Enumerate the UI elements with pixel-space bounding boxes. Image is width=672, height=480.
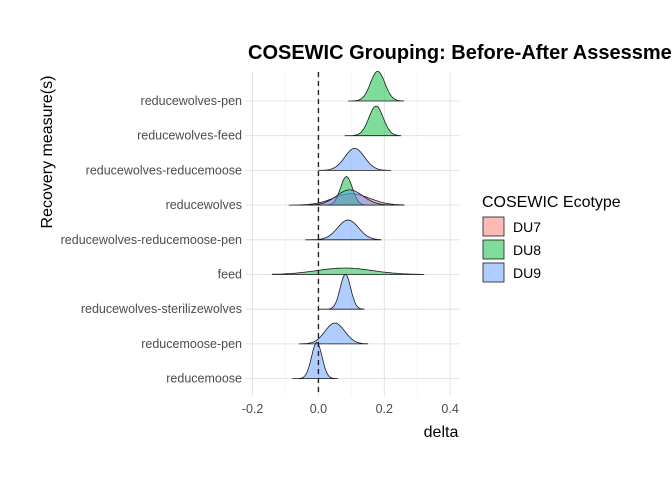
x-tick-label: 0.4 [441,402,458,416]
legend-label-du7: DU7 [513,219,541,235]
density-reducemoose-pen-du9 [298,322,369,345]
density-feed-du8 [271,267,425,275]
legend: COSEWIC Ecotype DU7 DU8 DU9 [482,194,621,283]
x-tick-label: 0.2 [376,402,393,416]
y-tick-label: reducemoose-pen [141,337,242,351]
legend-title: COSEWIC Ecotype [482,194,621,211]
density-reducewolves-reducemoose-pen-du9 [305,219,382,241]
y-tick-label: reducewolves-reducemoose-pen [61,233,242,247]
y-tick-labels: reducewolves-pen reducewolves-feed reducew… [61,94,242,386]
x-tick-label: 0.0 [310,402,327,416]
legend-key-du7 [482,216,505,237]
y-tick-label: reducewolves-feed [137,129,242,143]
density-reducewolves-pen-du8 [348,71,405,102]
legend-key-du9 [482,262,505,283]
y-tick-label: reducewolves-sterilizewolves [81,302,242,316]
density-reducewolves-feed-du8 [344,105,402,137]
x-axis-label: delta [424,424,459,441]
y-tick-label: reducewolves-pen [141,94,242,108]
legend-key-du8 [482,239,505,260]
y-tick-label: reducewolves-reducemoose [86,163,242,177]
x-tick-labels: -0.2 0.0 0.2 0.4 [242,402,459,416]
y-tick-label: reducewolves [166,198,242,212]
y-tick-label: feed [218,268,242,282]
chart-title: COSEWIC Grouping: Before-After Assessmer [248,42,672,64]
density-ridges [271,71,425,379]
legend-label-du8: DU8 [513,242,541,258]
x-tick-label: -0.2 [242,402,264,416]
y-tick-label: reducemoose [166,372,242,386]
density-reducewolves-reducemoose-du9 [318,147,391,171]
density-reducewolves-sterilizewolves-du9 [318,273,365,310]
legend-label-du9: DU9 [513,265,541,281]
density-reducemoose-du9 [292,342,339,379]
y-axis-label: Recovery measure(s) [39,76,56,229]
density-reducewolves-du9 [302,189,404,206]
